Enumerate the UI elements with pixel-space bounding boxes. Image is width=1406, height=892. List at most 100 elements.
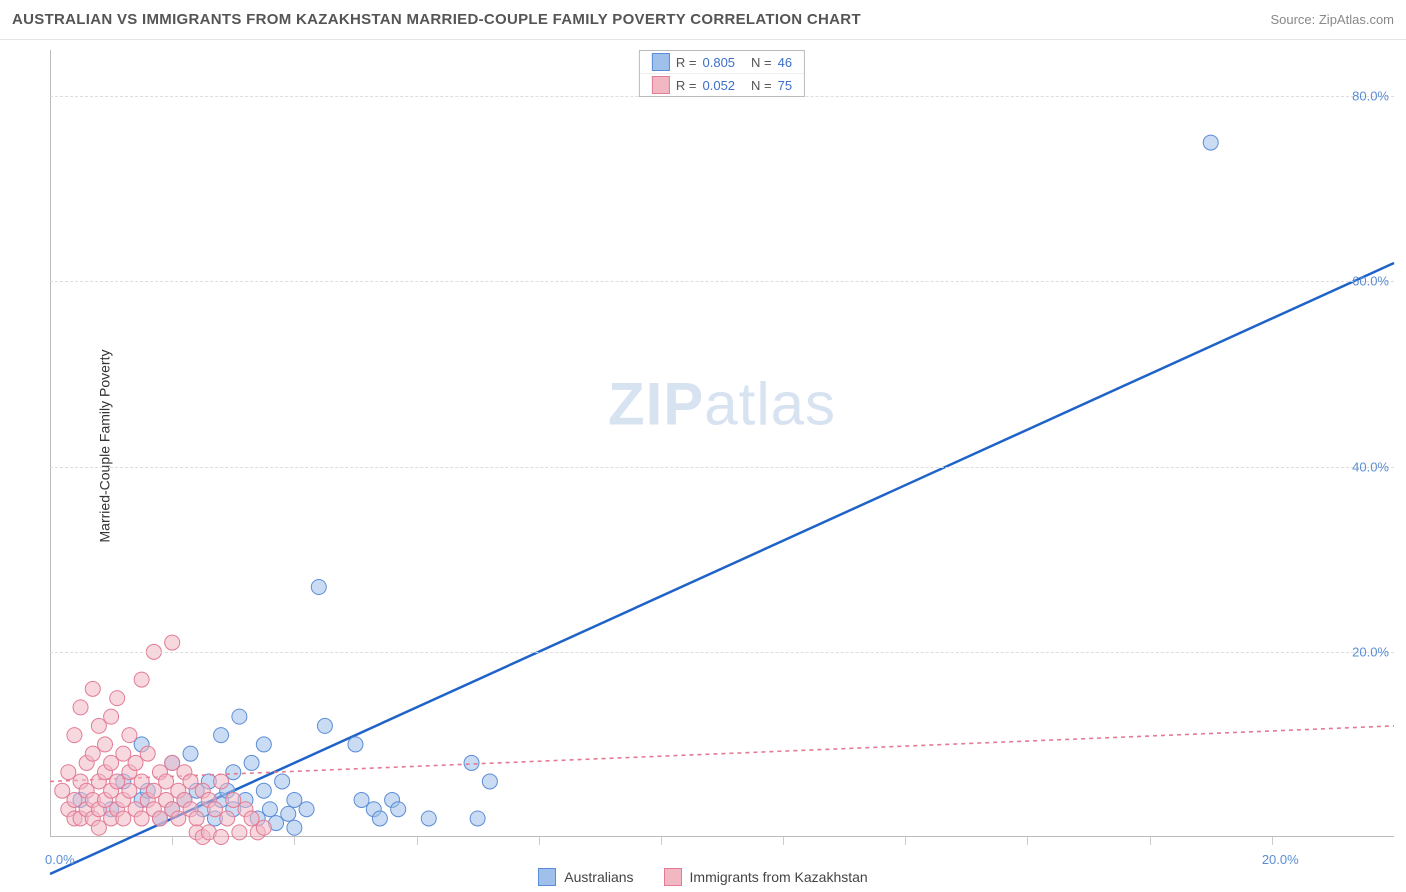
legend-row: R = 0.805N = 46 — [640, 51, 804, 73]
data-point — [116, 746, 131, 761]
data-point — [85, 681, 100, 696]
series-legend-label: Immigrants from Kazakhstan — [690, 869, 868, 885]
trend-line — [50, 263, 1394, 874]
legend-swatch — [664, 868, 682, 886]
y-tick-label: 20.0% — [1352, 644, 1389, 659]
x-minor-tick — [1272, 837, 1273, 845]
y-tick-label: 60.0% — [1352, 274, 1389, 289]
data-point — [464, 755, 479, 770]
data-point — [104, 755, 119, 770]
legend-n-value: 46 — [778, 55, 792, 70]
x-minor-tick — [1027, 837, 1028, 845]
data-point — [482, 774, 497, 789]
data-point — [421, 811, 436, 826]
legend-swatch — [538, 868, 556, 886]
data-point — [183, 746, 198, 761]
data-point — [214, 830, 229, 845]
data-point — [1203, 135, 1218, 150]
data-point — [73, 700, 88, 715]
data-point — [110, 774, 125, 789]
data-point — [317, 718, 332, 733]
chart-source: Source: ZipAtlas.com — [1270, 12, 1394, 27]
data-point — [67, 728, 82, 743]
data-point — [256, 820, 271, 835]
plot-area: ZIPatlas R = 0.805N = 46R = 0.052N = 75 … — [50, 50, 1394, 837]
data-point — [110, 691, 125, 706]
data-point — [256, 737, 271, 752]
data-point — [183, 774, 198, 789]
data-point — [122, 783, 137, 798]
data-point — [275, 774, 290, 789]
data-point — [146, 783, 161, 798]
data-point — [104, 709, 119, 724]
legend-row: R = 0.052N = 75 — [640, 73, 804, 96]
data-point — [299, 802, 314, 817]
data-point — [244, 811, 259, 826]
x-minor-tick — [1150, 837, 1151, 845]
legend-swatch — [652, 53, 670, 71]
data-point — [256, 783, 271, 798]
data-point — [372, 811, 387, 826]
chart-header: AUSTRALIAN VS IMMIGRANTS FROM KAZAKHSTAN… — [0, 0, 1406, 40]
data-point — [232, 825, 247, 840]
data-point — [165, 755, 180, 770]
scatter-svg — [50, 50, 1394, 837]
series-legend-item: Australians — [538, 868, 633, 886]
data-point — [354, 792, 369, 807]
data-point — [61, 765, 76, 780]
x-minor-tick — [783, 837, 784, 845]
data-point — [165, 635, 180, 650]
data-point — [152, 811, 167, 826]
data-point — [91, 718, 106, 733]
data-point — [287, 792, 302, 807]
x-minor-tick — [661, 837, 662, 845]
data-point — [214, 728, 229, 743]
data-point — [97, 737, 112, 752]
legend-r-value: 0.052 — [702, 78, 735, 93]
y-tick-label: 40.0% — [1352, 459, 1389, 474]
x-minor-tick — [294, 837, 295, 845]
legend-n-label: N = — [751, 78, 772, 93]
gridline — [50, 281, 1394, 282]
data-point — [134, 774, 149, 789]
series-legend: Australians Immigrants from Kazakhstan — [0, 868, 1406, 886]
gridline — [50, 652, 1394, 653]
data-point — [140, 746, 155, 761]
data-point — [262, 802, 277, 817]
x-minor-tick — [172, 837, 173, 845]
data-point — [122, 728, 137, 743]
data-point — [171, 811, 186, 826]
data-point — [128, 755, 143, 770]
data-point — [189, 811, 204, 826]
data-point — [159, 774, 174, 789]
data-point — [287, 820, 302, 835]
data-point — [311, 580, 326, 595]
data-point — [281, 806, 296, 821]
x-minor-tick — [539, 837, 540, 845]
series-legend-label: Australians — [564, 869, 633, 885]
data-point — [226, 792, 241, 807]
legend-n-label: N = — [751, 55, 772, 70]
legend-swatch — [652, 76, 670, 94]
data-point — [67, 792, 82, 807]
y-tick-label: 80.0% — [1352, 89, 1389, 104]
x-minor-tick — [905, 837, 906, 845]
data-point — [91, 820, 106, 835]
data-point — [232, 709, 247, 724]
legend-r-label: R = — [676, 55, 697, 70]
x-tick-left: 0.0% — [45, 852, 75, 867]
data-point — [55, 783, 70, 798]
data-point — [207, 802, 222, 817]
data-point — [134, 811, 149, 826]
data-point — [220, 811, 235, 826]
x-tick-right: 20.0% — [1262, 852, 1299, 867]
trend-line — [50, 726, 1394, 782]
gridline — [50, 467, 1394, 468]
data-point — [391, 802, 406, 817]
legend-n-value: 75 — [778, 78, 792, 93]
data-point — [134, 672, 149, 687]
chart-title: AUSTRALIAN VS IMMIGRANTS FROM KAZAKHSTAN… — [12, 11, 861, 28]
series-legend-item: Immigrants from Kazakhstan — [664, 868, 868, 886]
data-point — [470, 811, 485, 826]
correlation-legend: R = 0.805N = 46R = 0.052 N = 75 — [639, 50, 805, 97]
